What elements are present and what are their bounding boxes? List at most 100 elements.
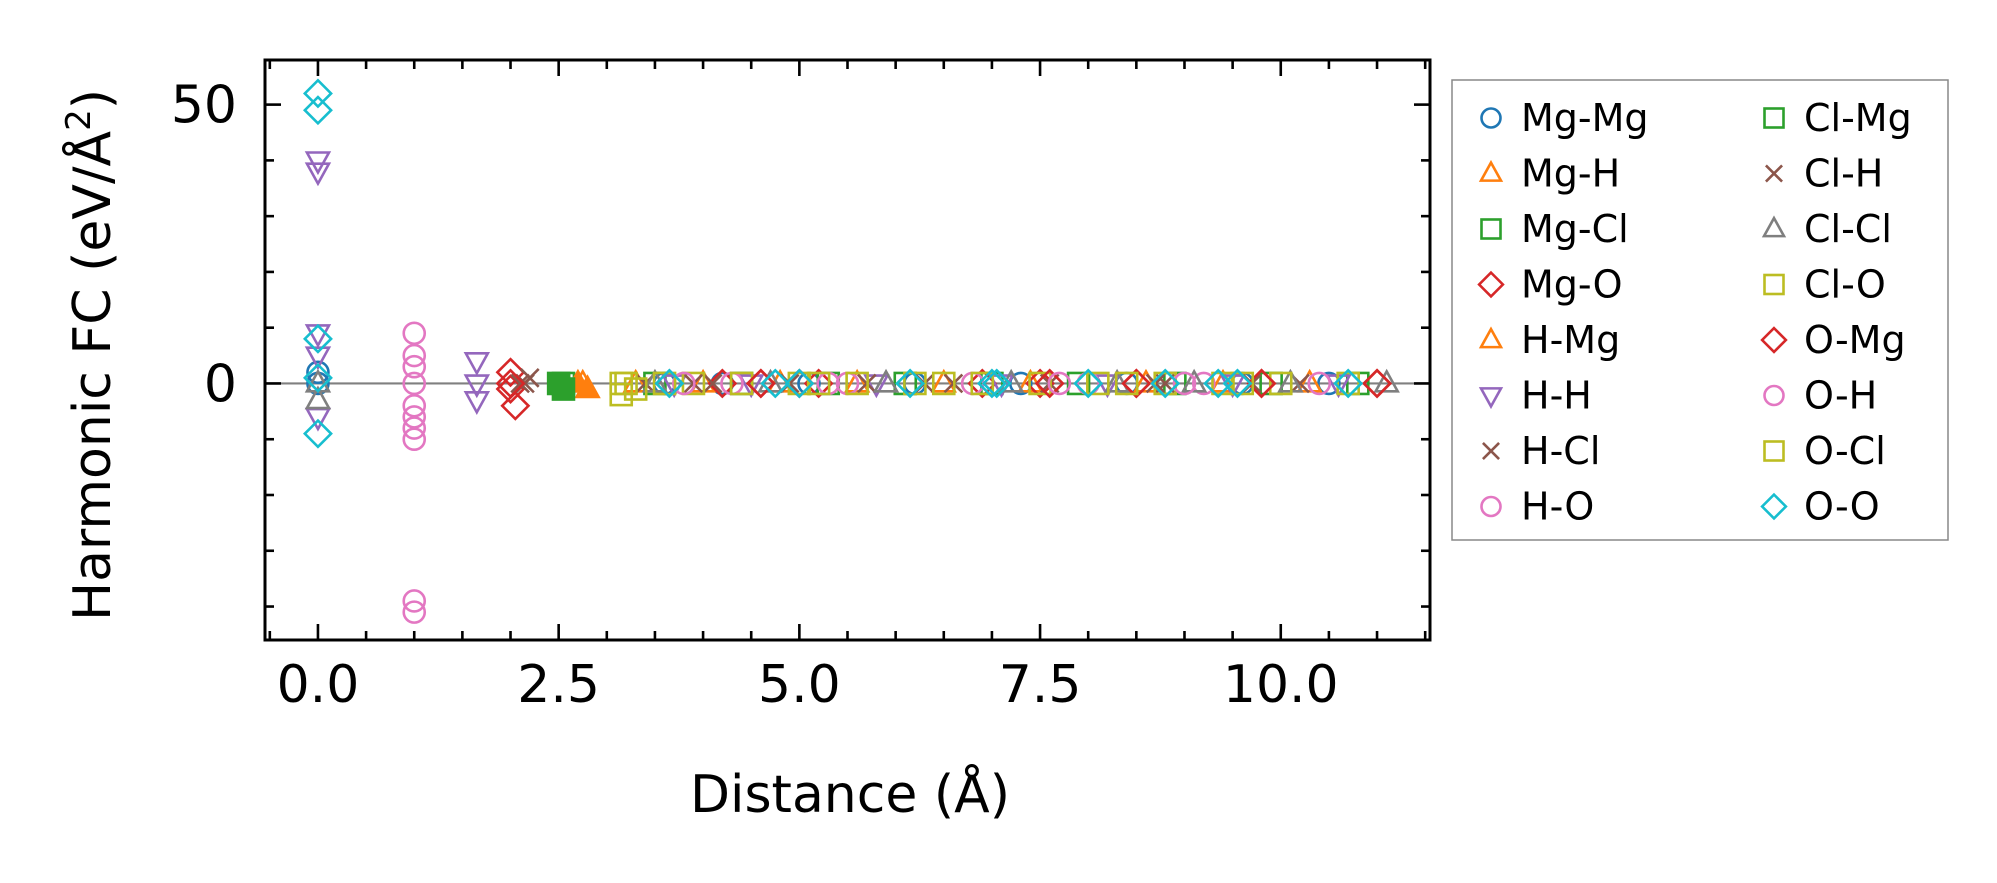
data-point [402,371,427,396]
data-point [729,371,754,396]
data-point [463,351,491,376]
legend-entry: O-O [1760,485,1880,529]
legend-marker [1763,273,1785,296]
data-point [1121,368,1152,399]
data-point [402,393,427,418]
data-point [402,405,427,429]
data-point [402,321,427,346]
data-point [931,371,956,396]
legend-entry: H-O [1480,485,1594,529]
axes: 0.0 2.5 5.0 7.5 10.0 0 50 [171,58,1432,715]
data-point [402,589,427,613]
data-point [304,346,332,371]
data-point [652,371,677,396]
legend: Mg-Mg Mg-H Mg-Cl Mg-O H-Mg H-H H-Cl H-O Cl-Mg Cl-… [1451,79,1949,541]
data-point [1028,371,1052,396]
data-point [304,385,332,410]
data-point [1336,371,1360,396]
data-point [672,371,696,396]
series-o-o [302,78,1364,449]
data-point [302,362,333,393]
data-point [306,360,330,385]
data-point [302,95,333,126]
data-point [402,354,427,379]
data-point [806,371,831,396]
x-axis-title: Distance (Å) [690,763,1010,825]
legend-label: H-Mg [1521,318,1620,362]
data-point [1153,371,1178,396]
data-point [1307,371,1332,396]
legend-entry: Cl-H [1765,152,1883,196]
legend-label: H-O [1521,485,1594,529]
x-tick-label: 7.5 [999,655,1082,715]
legend-entry: Cl-Mg [1763,96,1912,140]
legend-marker [1478,159,1504,182]
data-point [1172,371,1197,396]
data-point [1066,371,1091,396]
legend-entry: O-H [1763,374,1877,418]
data-point [1373,368,1400,393]
legend-marker [1480,495,1502,518]
y-tick-label: 50 [171,76,237,136]
legend-entry: H-Cl [1482,429,1600,473]
data-point [1191,371,1216,396]
data-point [551,377,576,401]
series-o-cl [614,371,1255,396]
data-point [1222,368,1253,399]
legend-entry: H-Mg [1478,318,1620,362]
data-point [1211,371,1235,396]
data-point [872,368,900,393]
legend-entry: Mg-O [1477,263,1623,307]
series-o-h [672,371,1197,396]
series-cl-mg [546,371,576,401]
data-point [463,391,491,415]
y-tick-label: 0 [204,354,237,414]
legend-entry: Mg-Cl [1480,207,1629,251]
data-point [500,390,531,421]
legend-marker [1482,442,1500,460]
legend-marker [1477,270,1505,299]
data-point [903,371,927,396]
legend-entry: H-H [1478,374,1592,418]
data-point [1047,371,1072,396]
data-point [1086,371,1110,396]
data-point [970,371,995,396]
data-point [614,371,638,396]
data-point [1150,368,1181,399]
data-point [895,368,926,399]
data-point [1073,368,1104,399]
plot-area [265,78,1430,624]
data-point [302,418,333,449]
data-point [845,371,869,396]
legend-entry: Mg-Mg [1480,96,1649,140]
data-point [976,368,1007,399]
data-point [402,343,427,368]
data-point [1317,371,1341,396]
y-axis-title: Harmonic FC (eV/Å2) [59,89,123,621]
data-point [402,416,427,440]
data-point [760,368,791,399]
legend-marker [1480,218,1502,240]
data-point [1114,371,1139,396]
legend-label: O-O [1804,485,1880,529]
legend-label: Mg-Mg [1521,96,1649,140]
legend-box [1451,79,1949,541]
data-point [495,357,526,388]
legend-label: Cl-H [1804,152,1883,196]
legend-marker [1765,164,1783,183]
legend-label: H-Cl [1521,429,1600,473]
legend-entry: Mg-H [1478,152,1620,196]
data-point [463,374,491,399]
data-point [745,368,776,399]
legend-marker [1763,440,1785,462]
data-point [402,600,427,624]
data-point [1034,368,1065,399]
x-tick-label: 10.0 [1223,655,1339,715]
x-tick-label: 2.5 [517,655,600,715]
legend-label: O-Cl [1804,429,1886,473]
legend-label: Cl-Cl [1804,207,1892,251]
data-point [784,368,815,399]
data-point [997,368,1025,393]
legend-entry: Cl-O [1763,263,1886,307]
